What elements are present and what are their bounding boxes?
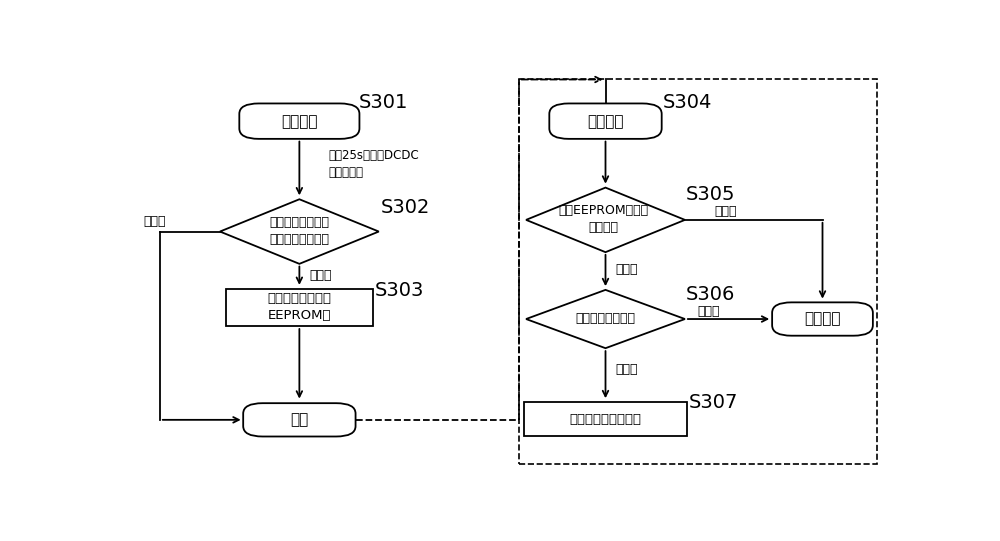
Text: 无故障: 无故障 bbox=[714, 205, 736, 218]
Text: 无故障: 无故障 bbox=[697, 305, 719, 318]
Text: 判断EEPROM中的故
障标志位: 判断EEPROM中的故 障标志位 bbox=[558, 204, 648, 234]
Text: 延时25s（等待DCDC
泄放完成）: 延时25s（等待DCDC 泄放完成） bbox=[328, 149, 419, 179]
Text: 有故障: 有故障 bbox=[309, 269, 332, 282]
Text: 钥匙下电: 钥匙下电 bbox=[281, 114, 318, 129]
Text: 粘连诊断（判断继
电器内外侧电压）: 粘连诊断（判断继 电器内外侧电压） bbox=[269, 216, 329, 246]
Bar bbox=[524, 402, 687, 436]
Text: 无故障: 无故障 bbox=[144, 215, 166, 228]
FancyBboxPatch shape bbox=[239, 103, 359, 139]
FancyBboxPatch shape bbox=[549, 103, 662, 139]
Text: S307: S307 bbox=[689, 393, 739, 412]
Text: 有故障: 有故障 bbox=[616, 263, 638, 276]
Text: 有故障: 有故障 bbox=[616, 364, 638, 377]
Text: 休眠: 休眠 bbox=[290, 412, 308, 427]
Text: 存储故障标志位到
EEPROM中: 存储故障标志位到 EEPROM中 bbox=[267, 292, 331, 322]
Bar bbox=[519, 80, 877, 464]
Text: 上报继电器粘连故障: 上报继电器粘连故障 bbox=[570, 412, 642, 426]
Text: S302: S302 bbox=[381, 198, 430, 217]
Text: S305: S305 bbox=[686, 184, 736, 203]
FancyBboxPatch shape bbox=[772, 302, 873, 335]
FancyBboxPatch shape bbox=[243, 403, 356, 437]
Text: S303: S303 bbox=[375, 281, 424, 300]
Text: 正常运行: 正常运行 bbox=[804, 312, 841, 327]
Polygon shape bbox=[526, 188, 685, 252]
Text: 再次上电: 再次上电 bbox=[587, 114, 624, 129]
Text: 再次进行粘连诊断: 再次进行粘连诊断 bbox=[576, 312, 636, 325]
Bar bbox=[226, 288, 373, 326]
Text: S301: S301 bbox=[359, 93, 408, 112]
Polygon shape bbox=[220, 199, 379, 264]
Text: S306: S306 bbox=[686, 285, 735, 305]
Polygon shape bbox=[526, 290, 685, 348]
Text: S304: S304 bbox=[663, 93, 712, 112]
